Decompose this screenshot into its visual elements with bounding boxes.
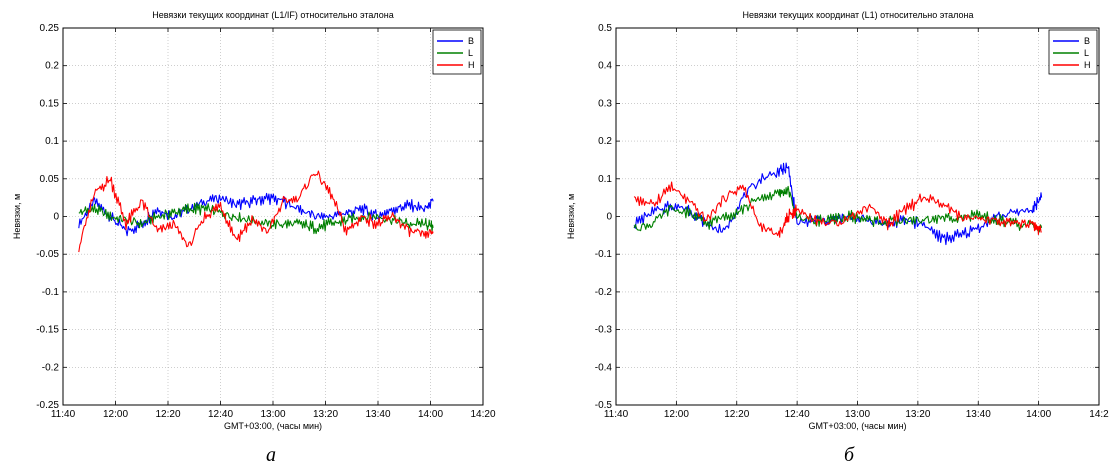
y-axis-label: Невязки, м — [12, 194, 22, 239]
y-tick-label: -0.4 — [595, 362, 613, 373]
x-tick-label: 13:00 — [845, 409, 870, 420]
figure-caption: а — [266, 444, 276, 466]
legend-box — [432, 29, 482, 75]
y-axis-label: Невязки, м — [566, 194, 576, 239]
y-tick-label: 0.4 — [598, 61, 612, 72]
legend-box — [1048, 29, 1098, 75]
series-line-H — [78, 170, 434, 253]
y-tick-label: 0.1 — [45, 136, 59, 147]
x-tick-label: 12:40 — [208, 409, 233, 420]
x-tick-label: 14:2 — [1089, 409, 1109, 420]
y-tick-label: 0 — [606, 212, 612, 223]
x-tick-label: 12:40 — [785, 409, 810, 420]
chart-b: Невязки текущих координат (L1) относител… — [566, 10, 1109, 466]
x-tick-label: 11:40 — [604, 409, 629, 420]
chart-a: Невязки текущих координат (L1/IF) относи… — [12, 10, 496, 466]
series-line-L — [633, 185, 1043, 233]
y-tick-label: -0.5 — [595, 400, 613, 411]
y-tick-label: 0.1 — [598, 174, 612, 185]
x-tick-label: 12:20 — [155, 409, 180, 420]
x-tick-label: 12:20 — [724, 409, 749, 420]
y-tick-label: -0.1 — [42, 287, 60, 298]
x-tick-label: 14:00 — [418, 409, 443, 420]
x-axis-label: GMT+03:00, (часы мин) — [224, 421, 322, 431]
chart-title: Невязки текущих координат (L1) относител… — [742, 10, 973, 20]
x-tick-label: 14:20 — [470, 409, 495, 420]
y-tick-label: 0.5 — [598, 23, 612, 34]
chart-title: Невязки текущих координат (L1/IF) относи… — [152, 10, 394, 20]
x-tick-label: 13:00 — [260, 409, 285, 420]
y-tick-label: -0.25 — [36, 400, 59, 411]
x-tick-label: 13:40 — [365, 409, 390, 420]
figure-caption: б — [844, 444, 855, 466]
y-tick-label: -0.1 — [595, 249, 613, 260]
x-tick-label: 12:00 — [103, 409, 128, 420]
y-tick-label: -0.15 — [36, 325, 59, 336]
legend-label-B: B — [1084, 36, 1090, 46]
y-tick-label: 0.3 — [598, 98, 612, 109]
legend-label-L: L — [1084, 48, 1089, 58]
y-tick-label: 0.2 — [45, 61, 59, 72]
series-line-H — [633, 181, 1042, 238]
y-tick-label: 0 — [53, 212, 59, 223]
y-tick-label: -0.2 — [42, 362, 60, 373]
legend-label-L: L — [468, 48, 473, 58]
x-tick-label: 13:20 — [905, 409, 930, 420]
y-tick-label: 0.15 — [40, 98, 60, 109]
y-tick-label: -0.2 — [595, 287, 613, 298]
x-tick-label: 11:40 — [51, 409, 76, 420]
x-axis-label: GMT+03:00, (часы мин) — [808, 421, 906, 431]
legend-label-B: B — [468, 36, 474, 46]
y-tick-label: -0.05 — [36, 249, 59, 260]
x-tick-label: 13:20 — [313, 409, 338, 420]
x-tick-label: 13:40 — [966, 409, 991, 420]
x-tick-label: 14:00 — [1026, 409, 1051, 420]
y-tick-label: 0.25 — [40, 23, 60, 34]
y-tick-label: 0.05 — [40, 174, 60, 185]
y-tick-label: -0.3 — [595, 325, 613, 336]
legend-label-H: H — [468, 60, 475, 70]
y-tick-label: 0.2 — [598, 136, 612, 147]
x-tick-label: 12:00 — [664, 409, 689, 420]
legend-label-H: H — [1084, 60, 1091, 70]
